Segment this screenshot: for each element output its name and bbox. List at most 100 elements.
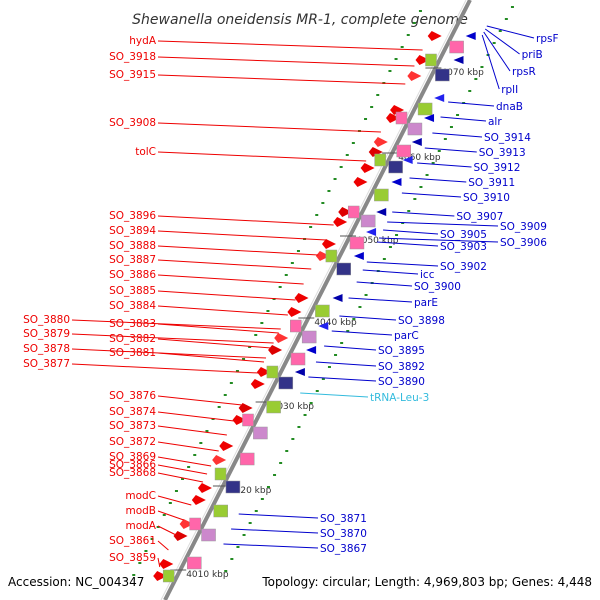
gene-label-so-3879[interactable]: SO_3879 bbox=[23, 328, 70, 340]
gene-label-tolc[interactable]: tolC bbox=[135, 146, 156, 158]
scale-dot bbox=[223, 394, 227, 396]
gene-label-so-3867[interactable]: SO_3867 bbox=[320, 543, 367, 555]
leader-line-so-3866 bbox=[157, 464, 208, 475]
right-strand-gene-arrow bbox=[353, 252, 364, 260]
scale-dot bbox=[260, 322, 264, 324]
gene-label-so-3914[interactable]: SO_3914 bbox=[484, 132, 531, 144]
gene-label-so-3870[interactable]: SO_3870 bbox=[320, 528, 367, 540]
gene-label-so-3887[interactable]: SO_3887 bbox=[109, 254, 156, 266]
gene-label-so-3905[interactable]: SO_3905 bbox=[440, 229, 487, 241]
left-strand-gene-arrow bbox=[315, 251, 330, 261]
gene-label-so-3890[interactable]: SO_3890 bbox=[378, 376, 425, 388]
gene-label-so-3886[interactable]: SO_3886 bbox=[109, 269, 156, 281]
gene-label-rpsr[interactable]: rpsR bbox=[512, 66, 536, 78]
gene-label-so-3861[interactable]: SO_3861 bbox=[109, 535, 156, 547]
gene-label-so-3894[interactable]: SO_3894 bbox=[109, 225, 156, 237]
leader-line-so-3885 bbox=[157, 290, 296, 301]
scale-dot bbox=[193, 454, 197, 456]
gene-label-so-3918[interactable]: SO_3918 bbox=[109, 51, 156, 63]
genome-backbone bbox=[163, 0, 472, 600]
gene-label-so-3911[interactable]: SO_3911 bbox=[468, 177, 515, 189]
gene-label-so-3874[interactable]: SO_3874 bbox=[109, 406, 156, 418]
gene-label-so-3877[interactable]: SO_3877 bbox=[23, 358, 70, 370]
scale-dot bbox=[168, 502, 172, 504]
gene-label-so-3868[interactable]: SO_3868 bbox=[109, 467, 156, 479]
gene-feature-box bbox=[325, 249, 338, 263]
right-strand-gene-arrow bbox=[318, 322, 329, 330]
right-leader-lines: rpsF priB rpsR rplI dnaB alr SO_3914 SO_3913 SO_… bbox=[223, 25, 559, 555]
gene-label-so-3859[interactable]: SO_3859 bbox=[109, 552, 156, 564]
scale-dot bbox=[412, 22, 416, 24]
gene-label-modc[interactable]: modC bbox=[125, 490, 156, 502]
gene-label-so-3876[interactable]: SO_3876 bbox=[109, 390, 156, 402]
right-strand-gene-arrow bbox=[294, 368, 305, 376]
gene-label-so-3871[interactable]: SO_3871 bbox=[320, 513, 367, 525]
left-leader-lines: hydA SO_3918 SO_3915 SO_3908 tolC SO_3896 SO_3… bbox=[23, 35, 423, 568]
leader-line-modb bbox=[157, 510, 184, 521]
gene-label-hyda[interactable]: hydA bbox=[129, 35, 157, 47]
gene-label-so-3906[interactable]: SO_3906 bbox=[500, 237, 547, 249]
gene-label-so-3873[interactable]: SO_3873 bbox=[109, 420, 156, 432]
gene-label-so-3900[interactable]: SO_3900 bbox=[414, 281, 461, 293]
gene-label-so-3909[interactable]: SO_3909 bbox=[500, 221, 547, 233]
left-strand-gene-arrow bbox=[415, 55, 430, 65]
gene-label-so-3910[interactable]: SO_3910 bbox=[463, 192, 510, 204]
gene-feature-box bbox=[278, 376, 294, 390]
gene-label-so-3896[interactable]: SO_3896 bbox=[109, 210, 156, 222]
gene-label-trna-leu-3[interactable]: tRNA-Leu-3 bbox=[370, 392, 429, 404]
scale-dot bbox=[400, 46, 404, 48]
gene-label-so-3892[interactable]: SO_3892 bbox=[378, 361, 425, 373]
gene-label-modb[interactable]: modB bbox=[125, 505, 156, 517]
map-title: Shewanella oneidensis MR-1, complete gen… bbox=[132, 12, 468, 28]
gene-feature-box bbox=[336, 262, 351, 276]
gene-label-so-3882[interactable]: SO_3882 bbox=[109, 333, 156, 345]
gene-feature-box bbox=[407, 122, 423, 136]
gene-label-so-3898[interactable]: SO_3898 bbox=[398, 315, 445, 327]
gene-label-so-3878[interactable]: SO_3878 bbox=[23, 343, 70, 355]
scale-dot bbox=[406, 34, 410, 36]
gene-label-moda[interactable]: modA bbox=[125, 520, 156, 532]
gene-label-icc[interactable]: icc bbox=[420, 269, 435, 281]
scale-dot bbox=[224, 570, 228, 572]
scale-dot bbox=[174, 490, 178, 492]
gene-label-so-3913[interactable]: SO_3913 bbox=[479, 147, 526, 159]
gene-label-so-3881[interactable]: SO_3881 bbox=[109, 347, 156, 359]
gene-label-alr[interactable]: alr bbox=[488, 116, 502, 128]
gene-label-so-3866[interactable]: SO_3866 bbox=[109, 459, 156, 471]
gene-label-so-3908[interactable]: SO_3908 bbox=[109, 117, 156, 129]
gene-label-so-3869[interactable]: SO_3869 bbox=[109, 451, 156, 463]
gene-label-so-3883[interactable]: SO_3883 bbox=[109, 318, 156, 330]
gene-label-so-3915[interactable]: SO_3915 bbox=[109, 69, 156, 81]
gene-label-so-3907[interactable]: SO_3907 bbox=[456, 211, 503, 223]
right-strand-gene-arrow bbox=[376, 208, 387, 216]
leader-line-so-3918 bbox=[157, 56, 415, 67]
accession-label: Accession: NC_004347 bbox=[8, 575, 144, 589]
left-strand-gene-arrow bbox=[197, 483, 212, 493]
scale-dot bbox=[285, 450, 289, 452]
gene-label-so-3880[interactable]: SO_3880 bbox=[23, 314, 70, 326]
gene-label-pare[interactable]: parE bbox=[414, 297, 438, 309]
scale-dot bbox=[162, 514, 166, 516]
gene-feature-box bbox=[301, 330, 317, 344]
gene-feature-box bbox=[213, 504, 228, 518]
left-strand-gene-arrow bbox=[256, 367, 271, 377]
gene-label-so-3884[interactable]: SO_3884 bbox=[109, 300, 156, 312]
gene-label-parc[interactable]: parC bbox=[394, 330, 419, 342]
gene-label-so-3912[interactable]: SO_3912 bbox=[474, 162, 521, 174]
gene-feature-box bbox=[201, 528, 216, 542]
gene-label-so-3895[interactable]: SO_3895 bbox=[378, 345, 425, 357]
gene-label-so-3872[interactable]: SO_3872 bbox=[109, 436, 156, 448]
gene-label-prib[interactable]: priB bbox=[522, 49, 543, 61]
gene-label-so-3903[interactable]: SO_3903 bbox=[440, 241, 487, 253]
gene-label-dnab[interactable]: dnaB bbox=[496, 101, 523, 113]
left-strand-gene-arrow bbox=[173, 531, 188, 541]
leader-line-pare bbox=[348, 297, 413, 303]
gene-label-rpsf[interactable]: rpsF bbox=[536, 33, 559, 45]
gene-label-so-3885[interactable]: SO_3885 bbox=[109, 285, 156, 297]
gene-label-so-3902[interactable]: SO_3902 bbox=[440, 261, 487, 273]
gene-label-so-3888[interactable]: SO_3888 bbox=[109, 240, 156, 252]
scale-dot bbox=[266, 310, 270, 312]
leader-line-so-3869 bbox=[157, 456, 212, 467]
gene-label-rpli[interactable]: rplI bbox=[501, 84, 518, 96]
